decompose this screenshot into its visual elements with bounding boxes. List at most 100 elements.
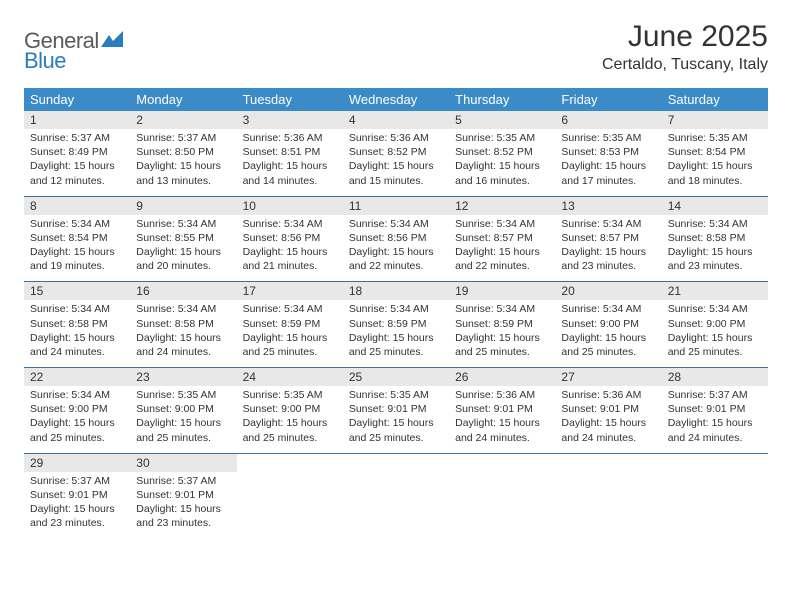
day-sunrise: Sunrise: 5:34 AM — [30, 302, 124, 316]
day-number: 12 — [449, 197, 555, 215]
day-number: 11 — [343, 197, 449, 215]
day-content: Sunrise: 5:34 AMSunset: 9:00 PMDaylight:… — [24, 386, 130, 453]
day-number: 2 — [130, 111, 236, 129]
day-daylight2: and 23 minutes. — [136, 516, 230, 530]
day-number: 18 — [343, 282, 449, 300]
day-content: Sunrise: 5:34 AMSunset: 8:57 PMDaylight:… — [449, 215, 555, 282]
day-daylight2: and 24 minutes. — [30, 345, 124, 359]
day-header: Monday — [130, 88, 236, 111]
day-number: 23 — [130, 368, 236, 386]
day-content: Sunrise: 5:37 AMSunset: 9:01 PMDaylight:… — [130, 472, 236, 539]
day-sunset: Sunset: 8:58 PM — [136, 317, 230, 331]
calendar-day-cell — [343, 453, 449, 538]
day-content: Sunrise: 5:36 AMSunset: 8:52 PMDaylight:… — [343, 129, 449, 196]
day-daylight2: and 18 minutes. — [668, 174, 762, 188]
day-sunrise: Sunrise: 5:35 AM — [349, 388, 443, 402]
day-sunrise: Sunrise: 5:37 AM — [30, 474, 124, 488]
calendar-day-cell: 6Sunrise: 5:35 AMSunset: 8:53 PMDaylight… — [555, 111, 661, 196]
day-sunset: Sunset: 8:51 PM — [243, 145, 337, 159]
day-sunset: Sunset: 9:00 PM — [668, 317, 762, 331]
day-daylight1: Daylight: 15 hours — [668, 245, 762, 259]
calendar-week-row: 29Sunrise: 5:37 AMSunset: 9:01 PMDayligh… — [24, 453, 768, 538]
day-content: Sunrise: 5:34 AMSunset: 8:59 PMDaylight:… — [237, 300, 343, 367]
calendar-day-cell: 20Sunrise: 5:34 AMSunset: 9:00 PMDayligh… — [555, 282, 661, 368]
day-daylight2: and 24 minutes. — [561, 431, 655, 445]
day-daylight1: Daylight: 15 hours — [30, 159, 124, 173]
calendar-day-cell: 11Sunrise: 5:34 AMSunset: 8:56 PMDayligh… — [343, 196, 449, 282]
day-number: 1 — [24, 111, 130, 129]
day-header: Tuesday — [237, 88, 343, 111]
day-sunrise: Sunrise: 5:34 AM — [136, 217, 230, 231]
day-number: 13 — [555, 197, 661, 215]
calendar-day-cell: 12Sunrise: 5:34 AMSunset: 8:57 PMDayligh… — [449, 196, 555, 282]
calendar-table: Sunday Monday Tuesday Wednesday Thursday… — [24, 88, 768, 538]
calendar-day-cell: 9Sunrise: 5:34 AMSunset: 8:55 PMDaylight… — [130, 196, 236, 282]
calendar-week-row: 1Sunrise: 5:37 AMSunset: 8:49 PMDaylight… — [24, 111, 768, 196]
day-sunset: Sunset: 9:00 PM — [243, 402, 337, 416]
day-daylight1: Daylight: 15 hours — [349, 159, 443, 173]
day-number: 7 — [662, 111, 768, 129]
calendar-day-cell: 14Sunrise: 5:34 AMSunset: 8:58 PMDayligh… — [662, 196, 768, 282]
calendar-day-cell: 25Sunrise: 5:35 AMSunset: 9:01 PMDayligh… — [343, 368, 449, 454]
day-daylight2: and 25 minutes. — [136, 431, 230, 445]
day-daylight2: and 17 minutes. — [561, 174, 655, 188]
day-sunset: Sunset: 9:01 PM — [136, 488, 230, 502]
day-sunset: Sunset: 9:00 PM — [136, 402, 230, 416]
day-sunset: Sunset: 9:00 PM — [30, 402, 124, 416]
day-sunrise: Sunrise: 5:34 AM — [455, 217, 549, 231]
logo-blue-text-wrap: Blue — [24, 48, 66, 74]
day-number: 17 — [237, 282, 343, 300]
day-number: 16 — [130, 282, 236, 300]
day-sunset: Sunset: 8:52 PM — [455, 145, 549, 159]
day-sunrise: Sunrise: 5:34 AM — [561, 302, 655, 316]
day-content: Sunrise: 5:35 AMSunset: 8:53 PMDaylight:… — [555, 129, 661, 196]
day-number: 20 — [555, 282, 661, 300]
day-content: Sunrise: 5:35 AMSunset: 8:54 PMDaylight:… — [662, 129, 768, 196]
day-sunset: Sunset: 8:58 PM — [30, 317, 124, 331]
day-header: Friday — [555, 88, 661, 111]
day-content: Sunrise: 5:34 AMSunset: 8:59 PMDaylight:… — [343, 300, 449, 367]
day-sunrise: Sunrise: 5:34 AM — [243, 302, 337, 316]
day-daylight1: Daylight: 15 hours — [136, 159, 230, 173]
day-sunrise: Sunrise: 5:36 AM — [349, 131, 443, 145]
day-sunrise: Sunrise: 5:35 AM — [455, 131, 549, 145]
day-number: 15 — [24, 282, 130, 300]
day-daylight1: Daylight: 15 hours — [136, 245, 230, 259]
day-header: Sunday — [24, 88, 130, 111]
day-sunrise: Sunrise: 5:34 AM — [349, 302, 443, 316]
day-content: Sunrise: 5:36 AMSunset: 9:01 PMDaylight:… — [555, 386, 661, 453]
calendar-day-cell: 8Sunrise: 5:34 AMSunset: 8:54 PMDaylight… — [24, 196, 130, 282]
day-sunset: Sunset: 9:00 PM — [561, 317, 655, 331]
day-content: Sunrise: 5:34 AMSunset: 8:58 PMDaylight:… — [662, 215, 768, 282]
day-daylight2: and 14 minutes. — [243, 174, 337, 188]
day-daylight1: Daylight: 15 hours — [136, 502, 230, 516]
day-sunset: Sunset: 8:56 PM — [349, 231, 443, 245]
day-number: 22 — [24, 368, 130, 386]
calendar-week-row: 15Sunrise: 5:34 AMSunset: 8:58 PMDayligh… — [24, 282, 768, 368]
calendar-day-cell: 23Sunrise: 5:35 AMSunset: 9:00 PMDayligh… — [130, 368, 236, 454]
day-number: 21 — [662, 282, 768, 300]
calendar-day-cell: 26Sunrise: 5:36 AMSunset: 9:01 PMDayligh… — [449, 368, 555, 454]
day-sunset: Sunset: 8:54 PM — [30, 231, 124, 245]
day-daylight2: and 22 minutes. — [455, 259, 549, 273]
day-daylight2: and 21 minutes. — [243, 259, 337, 273]
calendar-day-cell: 3Sunrise: 5:36 AMSunset: 8:51 PMDaylight… — [237, 111, 343, 196]
month-title: June 2025 — [602, 20, 768, 54]
day-daylight1: Daylight: 15 hours — [561, 245, 655, 259]
calendar-day-cell: 2Sunrise: 5:37 AMSunset: 8:50 PMDaylight… — [130, 111, 236, 196]
day-sunrise: Sunrise: 5:34 AM — [349, 217, 443, 231]
calendar-day-cell: 4Sunrise: 5:36 AMSunset: 8:52 PMDaylight… — [343, 111, 449, 196]
day-daylight1: Daylight: 15 hours — [455, 159, 549, 173]
calendar-day-cell: 1Sunrise: 5:37 AMSunset: 8:49 PMDaylight… — [24, 111, 130, 196]
day-sunset: Sunset: 9:01 PM — [668, 402, 762, 416]
calendar-week-row: 22Sunrise: 5:34 AMSunset: 9:00 PMDayligh… — [24, 368, 768, 454]
day-daylight2: and 16 minutes. — [455, 174, 549, 188]
day-daylight2: and 23 minutes. — [668, 259, 762, 273]
calendar-day-cell: 19Sunrise: 5:34 AMSunset: 8:59 PMDayligh… — [449, 282, 555, 368]
day-daylight2: and 25 minutes. — [243, 431, 337, 445]
day-sunrise: Sunrise: 5:35 AM — [561, 131, 655, 145]
day-daylight2: and 22 minutes. — [349, 259, 443, 273]
day-content: Sunrise: 5:35 AMSunset: 9:00 PMDaylight:… — [237, 386, 343, 453]
day-header: Saturday — [662, 88, 768, 111]
day-daylight1: Daylight: 15 hours — [561, 159, 655, 173]
